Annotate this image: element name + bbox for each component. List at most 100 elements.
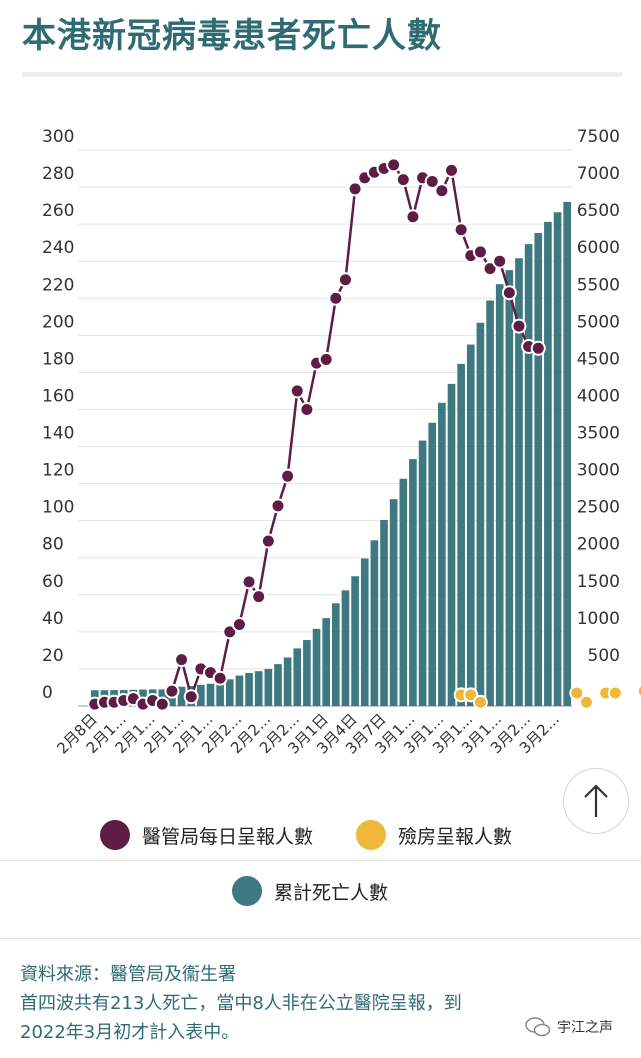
watermark: 宇江之声 (525, 1016, 613, 1038)
cumulative-bar (515, 258, 523, 706)
left-tick-label: 80 (42, 535, 64, 555)
cumulative-bar (409, 459, 417, 706)
daily-point (434, 183, 450, 199)
cumulative-bar (274, 664, 282, 706)
left-tick-label: 260 (42, 201, 74, 221)
daily-point (318, 351, 334, 367)
daily-point (212, 670, 228, 686)
source-line: 資料來源：醫管局及衞生署 (20, 964, 236, 985)
cumulative-bar (476, 322, 485, 706)
watermark-text: 宇江之声 (557, 1020, 613, 1036)
legend-cumulative-swatch (232, 876, 262, 906)
cumulative-bar (380, 519, 388, 706)
mortuary-point (569, 685, 585, 701)
mortuary-point (578, 694, 594, 710)
mortuary-point (636, 684, 641, 698)
legend-daily-label: 醫管局每日呈報人數 (142, 825, 314, 848)
cumulative-bar (486, 300, 494, 706)
wechat-icon (525, 1017, 551, 1037)
cumulative-bar (466, 344, 475, 706)
right-tick-label: 2500 (577, 498, 620, 518)
daily-point (482, 261, 498, 277)
daily-point (424, 174, 440, 190)
right-tick-label: 3000 (577, 461, 620, 481)
daily-point (251, 589, 267, 605)
daily-point (174, 652, 190, 668)
left-tick-label: 240 (42, 238, 74, 258)
right-tick-label: 6000 (577, 238, 620, 258)
right-tick-label: 3500 (577, 424, 620, 444)
cumulative-bar (399, 478, 408, 706)
right-tick-label: 7500 (577, 127, 620, 147)
cumulative-bar (312, 628, 321, 706)
left-tick-label: 0 (42, 683, 53, 703)
left-tick-label: 160 (42, 386, 74, 406)
daily-point (328, 290, 344, 306)
daily-point (299, 401, 315, 417)
footer-divider (0, 938, 641, 939)
right-tick-label: 4500 (577, 349, 620, 369)
daily-point (154, 696, 170, 712)
legend-mortuary: 殮房呈報人數 (356, 820, 512, 850)
daily-point (231, 616, 247, 632)
daily-point (164, 683, 180, 699)
left-tick-label: 280 (42, 164, 74, 184)
mortuary-point (472, 694, 488, 710)
cumulative-bar (216, 681, 224, 706)
daily-point (337, 272, 353, 288)
note-line-1: 首四波共有213人死亡，當中8人非在公立醫院呈報，到 (20, 993, 462, 1014)
cumulative-bar (197, 684, 205, 706)
left-tick-label: 20 (42, 646, 64, 666)
daily-point (386, 157, 402, 173)
daily-point (260, 533, 276, 549)
daily-point (270, 498, 286, 514)
daily-point (501, 285, 517, 301)
cumulative-bar (524, 244, 533, 706)
chart-title: 本港新冠病毒患者死亡人數 (22, 16, 442, 56)
daily-point (395, 172, 411, 188)
legend-mortuary-label: 殮房呈報人數 (398, 825, 513, 848)
daily-point (183, 689, 199, 705)
legend-daily-swatch (100, 820, 130, 850)
cumulative-bar (428, 422, 437, 706)
daily-point (289, 383, 305, 399)
scroll-top-button[interactable] (563, 768, 629, 834)
cumulative-bar (332, 603, 340, 706)
right-tick-label: 1500 (577, 572, 620, 592)
cumulative-bar (495, 284, 504, 706)
note-line-2: 2022年3月初才計入表中。 (20, 1022, 240, 1043)
right-tick-label: 1000 (577, 609, 620, 629)
cumulative-bar (438, 402, 446, 706)
cumulative-bar (264, 668, 273, 706)
left-tick-label: 220 (42, 275, 74, 295)
mortuary-point (607, 685, 623, 701)
right-tick-label: 2000 (577, 535, 620, 555)
daily-point (530, 340, 546, 356)
daily-point (405, 209, 421, 225)
cumulative-bar (254, 671, 263, 706)
daily-point (492, 253, 508, 269)
cumulative-bar (563, 201, 571, 707)
legend-daily: 醫管局每日呈報人數 (100, 820, 313, 850)
cumulative-bar (505, 270, 514, 706)
cumulative-bar (389, 499, 398, 706)
cumulative-bar (303, 640, 311, 706)
daily-point (444, 162, 459, 178)
arrow-up-icon (584, 784, 608, 817)
cumulative-bar (293, 648, 302, 706)
legend-cumulative: 累計死亡人數 (232, 876, 388, 906)
cumulative-bar (283, 657, 292, 706)
cumulative-bar (206, 683, 215, 706)
left-tick-label: 140 (42, 424, 74, 444)
cumulative-bar (447, 383, 456, 706)
left-tick-label: 60 (42, 572, 64, 592)
right-tick-label: 6500 (577, 201, 620, 221)
right-tick-label: 5000 (577, 312, 620, 332)
daily-point (280, 468, 296, 484)
daily-point (472, 244, 488, 260)
cumulative-bar (534, 233, 543, 706)
left-tick-label: 180 (42, 349, 74, 369)
cumulative-bar (457, 363, 465, 706)
left-tick-label: 200 (42, 312, 74, 332)
right-tick-label: 4000 (577, 386, 620, 406)
